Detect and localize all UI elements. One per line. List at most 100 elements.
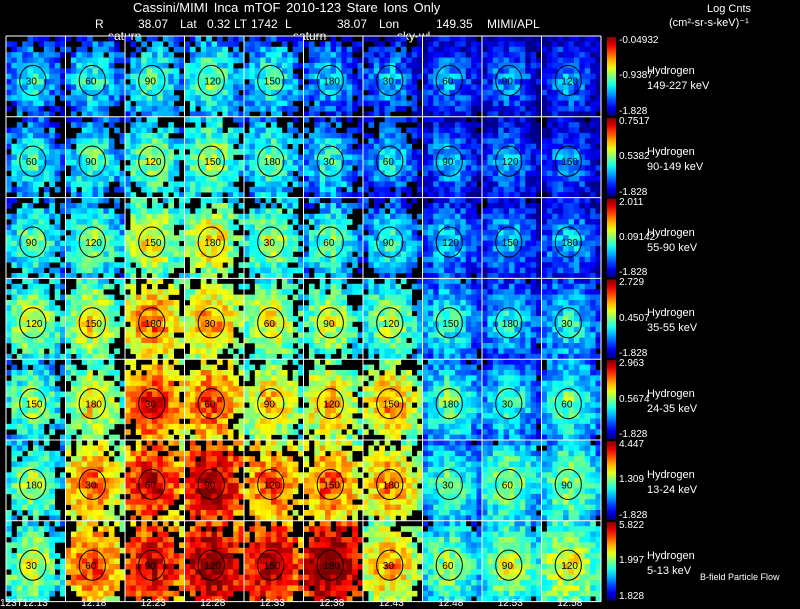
contour bbox=[19, 468, 47, 500]
contour bbox=[376, 145, 404, 177]
panel-r1-c6: 60 bbox=[363, 116, 423, 198]
contour-level-label: 30 bbox=[383, 76, 395, 87]
colorbar bbox=[607, 198, 616, 278]
panel-r6-c9: 120 bbox=[541, 520, 602, 602]
contour-level-label: 60 bbox=[442, 561, 454, 572]
contour-level-label: 60 bbox=[204, 400, 216, 411]
row-species-label: Hydrogen bbox=[647, 226, 695, 239]
contour bbox=[138, 549, 166, 581]
contour-level-label: 30 bbox=[442, 480, 454, 491]
contour-level-label: 60 bbox=[502, 480, 514, 491]
contour bbox=[435, 307, 463, 339]
panel-r1-c4: 180 bbox=[244, 116, 304, 198]
contour bbox=[78, 549, 106, 581]
contour bbox=[197, 549, 225, 581]
contour-level-label: 120 bbox=[561, 561, 578, 572]
contour bbox=[138, 388, 166, 420]
contour-level-label: 120 bbox=[502, 157, 519, 168]
contour bbox=[376, 226, 404, 258]
contour-level-label: 150 bbox=[502, 238, 519, 249]
contour-level-label: 120 bbox=[145, 157, 162, 168]
contour-level-label: 60 bbox=[264, 319, 276, 330]
row-energy-label: 13-24 keV bbox=[647, 484, 698, 496]
colorbar-min-label: -1.828 bbox=[619, 186, 648, 198]
panel-r0-c9: 120 bbox=[541, 36, 602, 118]
panel-r0-c6: 30 bbox=[363, 36, 423, 118]
contour bbox=[435, 145, 463, 177]
panel-r2-c7: 120 bbox=[422, 197, 483, 279]
panel-r4-c6: 150 bbox=[363, 359, 423, 441]
panel-r6-c3: 120 bbox=[184, 520, 245, 602]
contour-level-label: 180 bbox=[561, 238, 578, 249]
colorbar-mid-label: 1.309 bbox=[619, 474, 645, 486]
contour-level-label: 30 bbox=[204, 319, 216, 330]
contour-level-label: 90 bbox=[145, 561, 157, 572]
contour bbox=[197, 307, 225, 339]
contour bbox=[19, 388, 47, 420]
panel-r5-c7: 30 bbox=[422, 440, 483, 522]
lt-label: LT bbox=[234, 17, 248, 31]
contour bbox=[257, 549, 285, 581]
panel-r6-c7: 60 bbox=[422, 520, 483, 602]
contour-level-label: 180 bbox=[26, 480, 43, 491]
colorbar-max-label: 2.963 bbox=[619, 358, 645, 370]
contour-level-label: 150 bbox=[85, 319, 102, 330]
panel-r6-c1: 60 bbox=[65, 520, 126, 602]
lt-value: 1742 bbox=[251, 17, 278, 31]
row-species-label: Hydrogen bbox=[647, 469, 695, 481]
contour-level-label: 60 bbox=[442, 76, 454, 87]
time-tick-label: 12:43 bbox=[378, 598, 404, 609]
contour bbox=[197, 468, 225, 500]
contour bbox=[138, 226, 166, 258]
panel-r0-c1: 60 bbox=[65, 36, 126, 118]
contour bbox=[435, 388, 463, 420]
contour bbox=[554, 64, 582, 96]
colorbar-min-label: -1.828 bbox=[619, 267, 648, 279]
contour-level-label: 180 bbox=[323, 561, 340, 572]
panel-r4-c5: 120 bbox=[303, 359, 364, 441]
panel-r5-c9: 90 bbox=[541, 440, 602, 522]
contour bbox=[197, 226, 225, 258]
l-label: L bbox=[285, 17, 292, 31]
colorbar bbox=[607, 117, 616, 197]
colorbar-min-label: -1.828 bbox=[619, 509, 648, 521]
contour bbox=[554, 145, 582, 177]
contour bbox=[19, 549, 47, 581]
row-species-label: Hydrogen bbox=[647, 145, 695, 158]
contour bbox=[19, 307, 47, 339]
contour bbox=[257, 64, 285, 96]
contour bbox=[554, 307, 582, 339]
panel-r6-c4: 150 bbox=[244, 520, 304, 602]
lon-value: 149.35 bbox=[436, 17, 473, 31]
contour bbox=[495, 226, 523, 258]
contour-level-label: 90 bbox=[383, 238, 395, 249]
contour-level-label: 150 bbox=[145, 238, 162, 249]
contour bbox=[376, 549, 404, 581]
colorbar-mid-label: 0.09142 bbox=[619, 232, 656, 243]
contour bbox=[316, 226, 344, 258]
panel-r0-c4: 150 bbox=[244, 36, 304, 118]
contour-level-label: 150 bbox=[383, 400, 400, 411]
colorbar bbox=[607, 521, 616, 601]
institution-label: MIMI/APL bbox=[487, 17, 540, 31]
contour-level-label: 30 bbox=[85, 480, 97, 491]
contour-level-label: 120 bbox=[383, 319, 400, 330]
contour-level-label: 90 bbox=[145, 76, 157, 87]
colorbar-mid-label: -0.9387 bbox=[619, 70, 653, 82]
l-value: 38.07 bbox=[337, 17, 368, 31]
contour-level-label: 60 bbox=[561, 400, 573, 411]
contour-level-label: 90 bbox=[561, 480, 573, 491]
time-tick-label: 12:48 bbox=[438, 598, 464, 609]
contour-level-label: 90 bbox=[264, 400, 276, 411]
colorbar bbox=[607, 37, 616, 116]
contour bbox=[435, 64, 463, 96]
panel-r3-c3: 30 bbox=[184, 278, 245, 360]
panel-r4-c0: 150 bbox=[6, 359, 66, 441]
panel-r0-c2: 90 bbox=[125, 36, 185, 118]
contour bbox=[78, 145, 106, 177]
time-tick-label: 12:28 bbox=[200, 598, 226, 609]
colorbar-max-label: 2.729 bbox=[619, 277, 645, 289]
time-tick-label: 12:58 bbox=[557, 598, 583, 609]
panel-r4-c9: 60 bbox=[541, 359, 602, 441]
